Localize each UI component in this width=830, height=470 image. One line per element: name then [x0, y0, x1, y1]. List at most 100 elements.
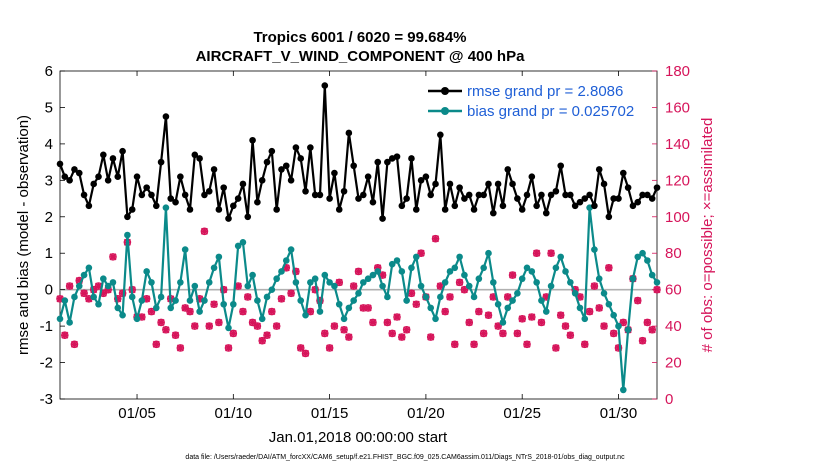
obs-assimilated-point [475, 307, 483, 316]
bias-point [282, 257, 290, 264]
rmse-point [157, 158, 165, 166]
legend-box [424, 80, 652, 122]
bias-point [379, 282, 386, 290]
bias-point [104, 282, 112, 290]
rmse-point [56, 160, 64, 168]
rmse-point [335, 206, 343, 213]
y-left-tick-label: -1 [40, 318, 53, 335]
bias-point [326, 279, 333, 286]
bias-point [109, 279, 117, 286]
obs-assimilated-point [504, 293, 512, 301]
bias-point [557, 253, 565, 261]
rmse-point [417, 177, 425, 184]
y-left-tick-label: -3 [40, 391, 53, 408]
rmse-point [639, 191, 646, 199]
bias-point [581, 315, 589, 323]
rmse-point [148, 191, 155, 199]
rmse-point [456, 184, 463, 191]
obs-assimilated-point [581, 340, 589, 348]
bias-point [403, 297, 410, 304]
bias-point [437, 293, 444, 301]
bias-point [201, 297, 208, 304]
bias-point [369, 271, 377, 279]
rmse-point [254, 198, 261, 206]
obs-assimilated-point [489, 293, 497, 301]
rmse-point [547, 191, 555, 199]
bias-point [552, 264, 560, 272]
rmse-point [490, 209, 497, 217]
obs-assimilated-point [359, 304, 367, 312]
bias-point [321, 271, 329, 279]
bias-point [355, 290, 362, 297]
obs-assimilated-point [157, 318, 165, 327]
bias-point [90, 293, 98, 301]
rmse-point [196, 155, 203, 162]
rmse-point [648, 195, 656, 202]
bias-point [249, 271, 256, 279]
rmse-point [345, 129, 353, 137]
bias-point [268, 286, 276, 293]
obs-assimilated-point [590, 282, 598, 290]
bias-point [350, 297, 357, 304]
rmse-point [432, 180, 439, 188]
bias-point [162, 204, 170, 211]
bias-point [278, 268, 285, 275]
rmse-point [533, 202, 540, 210]
bias-point [302, 311, 309, 319]
rmse-point [239, 180, 247, 188]
obs-assimilated-point [407, 289, 416, 297]
rmse-point [576, 198, 584, 206]
y-right-tick-label: 100 [665, 209, 690, 226]
obs-assimilated-point [162, 326, 170, 334]
y-left-tick-label: 1 [45, 245, 53, 262]
obs-assimilated-point [518, 315, 526, 323]
rmse-point [446, 180, 454, 188]
rmse-point [494, 180, 502, 188]
rmse-point [644, 191, 651, 199]
rmse-point [470, 206, 478, 213]
rmse-point [355, 195, 362, 202]
legend-bias-marker [441, 107, 449, 115]
rmse-point [133, 173, 141, 180]
y-right-tick-label: 60 [665, 282, 682, 299]
bias-point [422, 293, 430, 301]
bias-point [591, 246, 598, 253]
bias-point [307, 279, 314, 286]
bias-point [364, 275, 372, 283]
rmse-point [567, 191, 574, 199]
rmse-point [360, 191, 367, 199]
bias-point [605, 300, 613, 308]
obs-assimilated-point [234, 282, 242, 290]
rmse-point [562, 191, 569, 199]
obs-assimilated-point [465, 318, 473, 327]
rmse-point [437, 131, 444, 139]
obs-assimilated-point [557, 311, 565, 319]
obs-assimilated-point [258, 337, 266, 345]
rmse-point [427, 191, 435, 199]
bias-point [61, 297, 69, 304]
bias-point [138, 297, 146, 304]
rmse-point [326, 195, 333, 202]
bias-point [331, 282, 338, 290]
rmse-point [282, 162, 290, 170]
obs-assimilated-point [576, 293, 584, 301]
obs-assimilated-point [186, 307, 194, 316]
obs-assimilated-point [119, 289, 127, 297]
rmse-point [610, 195, 617, 202]
x-tick-label: 01/10 [215, 405, 253, 422]
obs-assimilated-point [537, 318, 546, 327]
bias-point [523, 264, 531, 272]
rmse-point [152, 202, 160, 210]
obs-assimilated-point [191, 322, 199, 330]
bias-point [480, 264, 487, 272]
bias-point [66, 319, 73, 326]
obs-assimilated-point [330, 322, 338, 330]
bias-point [398, 268, 406, 275]
bias-point [80, 271, 88, 279]
bias-point [504, 304, 512, 312]
bias-point [225, 324, 232, 332]
bias-point [239, 238, 247, 246]
obs-assimilated-point [210, 300, 218, 308]
rmse-point [167, 195, 175, 202]
y-right-tick-label: 0 [665, 391, 673, 408]
